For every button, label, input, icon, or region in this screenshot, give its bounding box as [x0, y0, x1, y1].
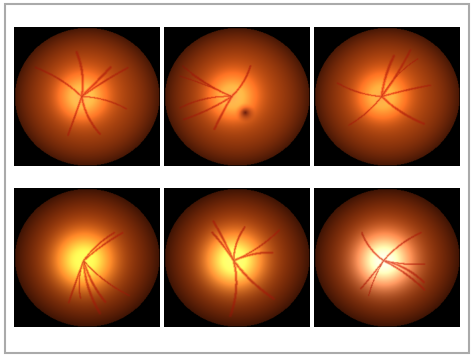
- Text: 1 Week: 1 Week: [63, 171, 111, 183]
- Text: 2 Weeks: 2 Weeks: [209, 171, 265, 183]
- Text: 6 Months: 6 Months: [356, 332, 418, 345]
- Text: 4 Weeks: 4 Weeks: [359, 171, 415, 183]
- Text: NA-AION: NA-AION: [203, 12, 271, 26]
- Text: 2 Months: 2 Months: [56, 332, 118, 345]
- Text: 3  Months: 3 Months: [204, 332, 270, 345]
- FancyBboxPatch shape: [5, 4, 469, 353]
